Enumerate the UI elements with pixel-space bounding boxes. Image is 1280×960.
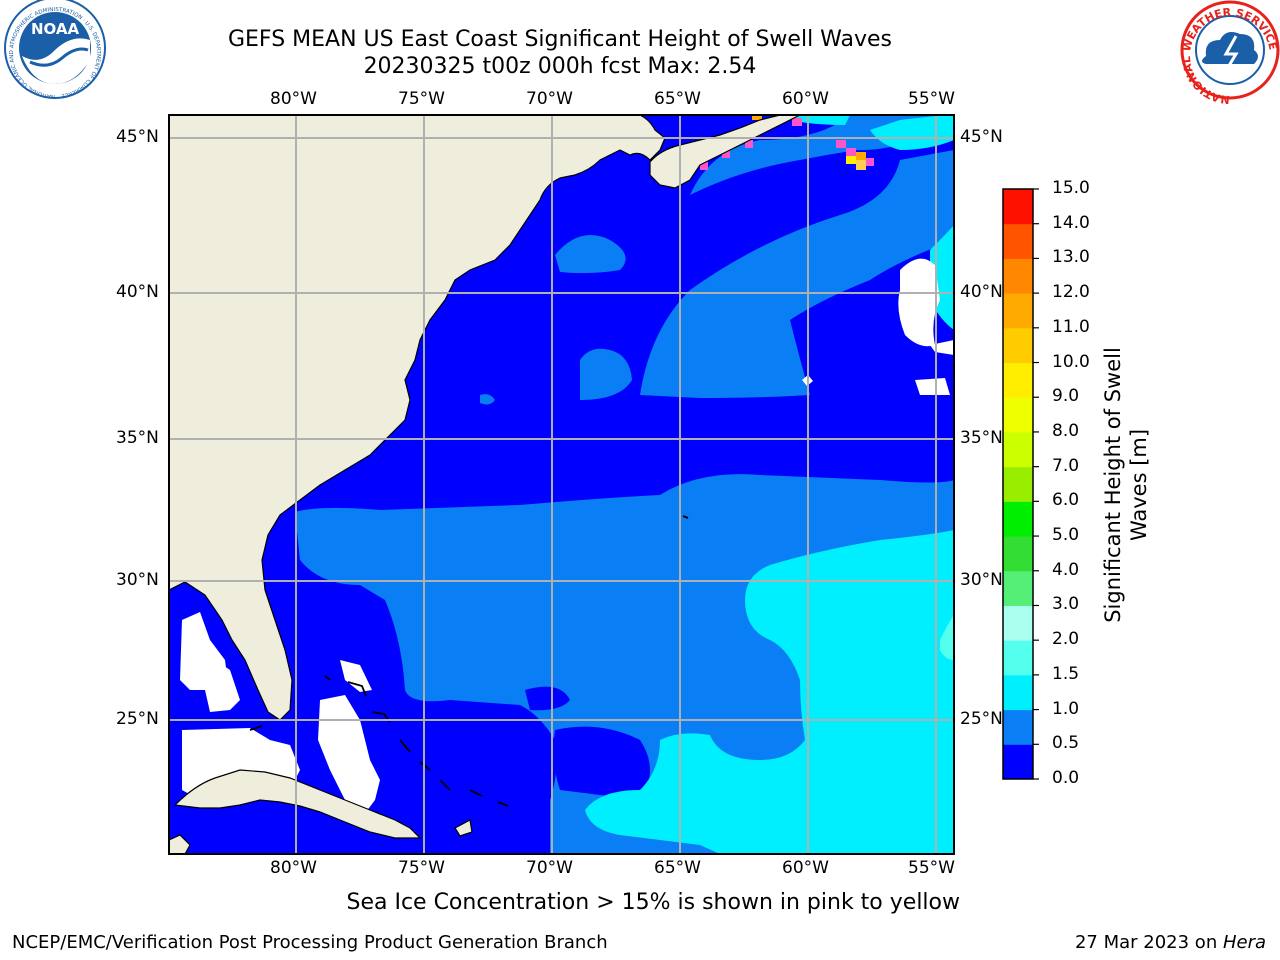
colorbar-tick-label: 15.0 [1052, 178, 1090, 198]
map-plot-area [169, 115, 954, 854]
footer-host: Hera [1222, 932, 1266, 953]
colorbar-tick-label: 10.0 [1052, 351, 1090, 372]
colorbar-tick-label: 7.0 [1052, 455, 1080, 476]
colorbar-segment [1003, 744, 1033, 780]
noaa-logo-text: NOAA [31, 20, 80, 38]
lat-tick-left-40n: 40°N [116, 282, 159, 302]
lon-tick-top-55w: 55°W [908, 89, 955, 109]
colorbar-segment [1003, 327, 1033, 364]
lat-tick-left-45n: 45°N [116, 127, 159, 147]
colorbar-tick-label: 12.0 [1052, 282, 1090, 303]
land-north-america [169, 115, 666, 721]
colorbar-segment [1003, 223, 1033, 259]
colorbar [1002, 188, 1039, 780]
colorbar-tick-label: 3.0 [1052, 594, 1080, 615]
lon-tick-top-80w: 80°W [270, 89, 317, 109]
sea-ice-note: Sea Ice Concentration > 15% is shown in … [346, 890, 960, 915]
lon-tick-bottom-60w: 60°W [782, 858, 829, 878]
lon-tick-top-70w: 70°W [526, 89, 573, 109]
colorbar-frame [1002, 188, 1034, 780]
footer-credit: NCEP/EMC/Verification Post Processing Pr… [12, 932, 608, 953]
colorbar-tick-label: 2.0 [1052, 629, 1080, 650]
lat-tick-right-35n: 35°N [960, 428, 1003, 448]
lat-tick-right-25n: 25°N [960, 709, 1003, 729]
colorbar-segment [1003, 431, 1033, 468]
colorbar-segment [1003, 536, 1033, 572]
colorbar-segment [1003, 605, 1033, 641]
lat-tick-right-40n: 40°N [960, 282, 1003, 302]
colorbar-segment [1003, 258, 1033, 294]
colorbar-segment [1003, 189, 1033, 225]
colorbar-tick-label: 0.0 [1052, 768, 1080, 788]
colorbar-segment [1003, 570, 1033, 606]
colorbar-tick-label: 6.0 [1052, 490, 1080, 511]
colorbar-segment [1003, 466, 1033, 502]
lat-tick-right-45n: 45°N [960, 127, 1003, 147]
lon-tick-bottom-75w: 75°W [398, 858, 445, 878]
noaa-logo: NOAA NATIONAL OCEANIC AND ATMOSPHERIC AD… [4, 0, 106, 99]
lon-tick-bottom-55w: 55°W [908, 858, 955, 878]
sea-ice-pixels [700, 115, 874, 170]
lon-tick-bottom-65w: 65°W [654, 858, 701, 878]
lon-tick-bottom-80w: 80°W [270, 858, 317, 878]
colorbar-tick-label: 11.0 [1052, 316, 1090, 337]
lon-tick-top-60w: 60°W [782, 89, 829, 109]
chart-subtitle-run: 20230325 t00z 000h fcst Max: 2.54 [363, 54, 757, 79]
chart-title: GEFS MEAN US East Coast Significant Heig… [227, 27, 893, 52]
colorbar-segment [1003, 674, 1033, 711]
colorbar-tick-label: 9.0 [1052, 386, 1080, 407]
map-frame [168, 114, 955, 855]
lat-tick-right-30n: 30°N [960, 570, 1003, 590]
colorbar-segment [1003, 293, 1033, 329]
swell-band-1.0-1.5 [585, 530, 954, 854]
colorbar-tick-label: 0.5 [1052, 733, 1080, 754]
colorbar-tick-label: 13.0 [1052, 247, 1090, 268]
lon-tick-bottom-70w: 70°W [526, 858, 573, 878]
lat-tick-left-25n: 25°N [116, 709, 159, 729]
lat-tick-left-35n: 35°N [116, 428, 159, 448]
footer-date: 27 Mar 2023 on Hera [1075, 932, 1266, 953]
colorbar-tick-label: 5.0 [1052, 525, 1080, 546]
lon-tick-top-65w: 65°W [654, 89, 701, 109]
colorbar-segment [1003, 501, 1033, 537]
colorbar-tick-label: 14.0 [1052, 212, 1090, 233]
colorbar-tick-label: 1.5 [1052, 663, 1080, 684]
map-gridlines [169, 115, 954, 854]
colorbar-tick-label: 4.0 [1052, 559, 1080, 580]
land-cuba [173, 769, 422, 839]
colorbar-segment [1003, 397, 1033, 433]
colorbar-segment [1003, 640, 1033, 676]
footer-date-text: 27 Mar 2023 on [1074, 932, 1223, 953]
nws-logo: NATIONAL WEATHER SERVICE [1180, 0, 1280, 106]
lat-tick-left-30n: 30°N [116, 570, 159, 590]
colorbar-tick-label: 8.0 [1052, 420, 1080, 441]
lon-tick-top-75w: 75°W [398, 89, 445, 109]
colorbar-tick-label: 1.0 [1052, 698, 1080, 719]
colorbar-segment [1003, 709, 1033, 745]
colorbar-segment [1003, 362, 1033, 398]
